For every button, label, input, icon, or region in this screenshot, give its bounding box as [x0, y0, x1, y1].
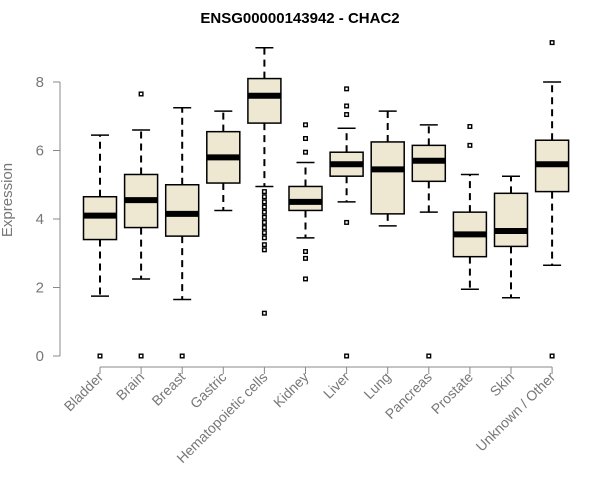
box-kidney [288, 122, 323, 282]
y-tick-label: 6 [36, 143, 44, 160]
outlier-point [261, 225, 267, 231]
outlier-point [179, 353, 185, 359]
outlier-point [303, 149, 309, 155]
box-iqr [164, 184, 200, 237]
box-iqr [370, 141, 405, 215]
x-tick-label: Breast [148, 369, 188, 409]
outlier-point [549, 40, 555, 46]
box-pancreas [411, 124, 447, 359]
outlier-point [138, 353, 144, 359]
box-skin [493, 175, 529, 299]
outlier-point [261, 235, 267, 241]
box-brain [123, 91, 159, 359]
outlier-point [467, 142, 473, 148]
x-tick-label: Lung [360, 369, 393, 402]
outlier-point [303, 249, 309, 255]
box-prostate [452, 124, 488, 290]
outlier-point [261, 219, 267, 225]
outlier-point [97, 353, 103, 359]
outlier-point [303, 276, 309, 282]
x-tick-label: Skin [487, 369, 518, 400]
outlier-point [344, 86, 350, 92]
x-tick-label: Bladder [61, 369, 107, 415]
box-gastric [206, 110, 241, 212]
outlier-point [303, 255, 309, 261]
box-unknown-other [534, 40, 570, 359]
outlier-point [344, 353, 350, 359]
x-tick-label: Liver [320, 369, 353, 402]
outlier-point [138, 91, 144, 97]
y-tick-label: 2 [36, 280, 44, 297]
boxes [82, 40, 570, 359]
box-bladder [82, 134, 118, 359]
outlier-point [261, 199, 267, 205]
outlier-point [303, 122, 309, 128]
outlier-point [261, 230, 267, 236]
box-iqr [247, 77, 282, 124]
outlier-point [303, 136, 309, 142]
outlier-point [261, 189, 267, 195]
box-iqr [493, 192, 529, 248]
y-axis-label: Expression [0, 163, 16, 237]
outlier-point [261, 247, 267, 253]
box-iqr [288, 185, 323, 212]
chart-title: ENSG00000143942 - CHAC2 [200, 10, 399, 27]
outlier-point [344, 103, 350, 109]
y-tick-label: 4 [36, 211, 44, 228]
outlier-point [261, 209, 267, 215]
x-tick-label: Brain [113, 369, 147, 403]
box-liver [329, 86, 364, 359]
y-tick-label: 0 [36, 348, 44, 365]
y-tick-label: 8 [36, 74, 44, 91]
outlier-point [426, 353, 432, 359]
box-breast [164, 106, 200, 359]
y-axis: 0 2 4 6 8 [36, 74, 61, 365]
outlier-point [261, 204, 267, 210]
outlier-point [344, 112, 350, 118]
outlier-point [261, 310, 267, 316]
outlier-point [467, 124, 473, 130]
outlier-point [261, 194, 267, 200]
outlier-point [261, 242, 267, 248]
x-tick-label: Kidney [270, 369, 312, 411]
outlier-point [344, 219, 350, 225]
x-tick-label: Prostate [428, 369, 476, 417]
box-hematopoietic-cells [247, 47, 282, 316]
box-lung [370, 110, 405, 227]
outlier-point [549, 353, 555, 359]
outlier-point [261, 214, 267, 220]
